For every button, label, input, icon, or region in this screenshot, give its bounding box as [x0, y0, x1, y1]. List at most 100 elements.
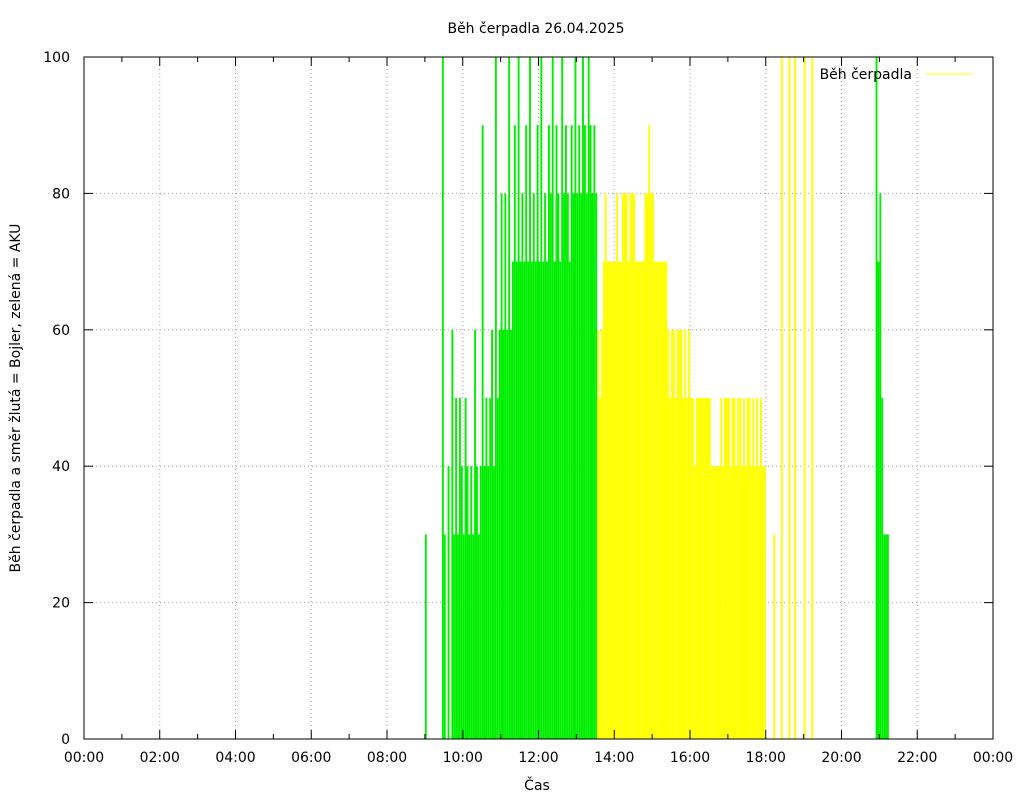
bar-green	[519, 261, 522, 739]
bar-green	[477, 534, 480, 739]
bar-yellow	[606, 261, 609, 739]
bar-yellow	[760, 398, 762, 739]
y-axis-label: Běh čerpadla a směr žlutá = Bojler, zele…	[8, 224, 24, 573]
axis-ticks	[83, 56, 994, 740]
bar-yellow	[665, 261, 668, 739]
bar-green	[530, 261, 533, 739]
bar-green	[483, 466, 486, 739]
bar-yellow	[610, 261, 613, 739]
bar-yellow	[729, 466, 732, 739]
bar-green	[574, 57, 577, 739]
bar-yellow	[623, 193, 626, 739]
bar-yellow	[625, 193, 628, 739]
bar-green	[523, 261, 526, 739]
bar-green	[424, 534, 427, 739]
bar-green	[515, 261, 518, 739]
bar-green	[563, 193, 566, 739]
bar-green	[576, 193, 579, 739]
bar-green	[441, 57, 444, 739]
bar-yellow	[724, 398, 726, 739]
bar-green	[582, 57, 584, 739]
x-tick-label: 02:00	[140, 750, 180, 766]
bar-green	[457, 534, 459, 739]
bar-green	[451, 329, 454, 739]
bar-yellow	[714, 466, 717, 739]
bar-yellow	[725, 398, 728, 739]
bar-yellow	[748, 398, 751, 739]
bar-yellow	[638, 261, 641, 739]
bar-yellow	[756, 398, 759, 739]
bar-yellow	[695, 398, 698, 739]
bar-green	[470, 466, 473, 739]
bar-green	[460, 466, 463, 739]
bar-green	[593, 125, 596, 739]
bar-yellow	[701, 398, 704, 739]
bar-green	[513, 125, 516, 739]
x-tick-label: 08:00	[367, 750, 407, 766]
bar-green	[496, 398, 499, 739]
chart-title: Běh čerpadla 26.04.2025	[447, 21, 624, 37]
bar-yellow	[708, 398, 711, 739]
bar-green	[508, 57, 511, 739]
bar-green	[886, 534, 889, 739]
bar-yellow	[659, 261, 662, 739]
bar-green	[536, 125, 539, 739]
bar-green	[502, 329, 505, 739]
bar-green	[572, 193, 575, 739]
bar-yellow	[608, 261, 611, 739]
y-tick-label: 80	[52, 186, 70, 202]
bar-green	[883, 534, 886, 739]
bar-yellow	[661, 261, 664, 739]
bar-yellow	[737, 398, 740, 739]
bar-yellow	[612, 261, 615, 739]
bar-yellow	[733, 398, 736, 739]
bar-yellow	[716, 466, 719, 739]
bar-green	[591, 193, 594, 739]
bar-yellow	[644, 193, 647, 739]
bar-yellow	[669, 398, 672, 739]
x-tick-label: 22:00	[897, 750, 937, 766]
bar-yellow	[699, 398, 702, 739]
bar-yellow	[640, 261, 643, 739]
bar-green	[491, 329, 494, 739]
bar-yellow	[684, 329, 687, 739]
bar-green	[462, 534, 465, 739]
bar-yellow	[682, 398, 685, 739]
bar-green	[578, 125, 581, 739]
bar-green	[595, 193, 598, 739]
bar-green	[510, 329, 512, 739]
y-tick-label: 100	[43, 50, 70, 66]
bar-yellow	[697, 398, 700, 739]
bar-yellow	[688, 329, 690, 739]
bar-green	[555, 125, 558, 739]
bar-yellow	[614, 261, 617, 739]
bar-yellow	[678, 329, 681, 739]
bar-yellow	[720, 398, 723, 739]
bar-green	[549, 193, 552, 739]
bar-yellow	[646, 193, 649, 739]
bar-green	[540, 57, 543, 739]
bar-green	[875, 57, 878, 739]
bar-green	[532, 193, 535, 739]
bar-green	[479, 466, 482, 739]
bar-yellow	[599, 398, 601, 739]
legend-label: Běh čerpadla	[820, 67, 912, 83]
bar-yellow	[803, 57, 806, 739]
series-green-bars	[424, 57, 889, 739]
bar-green	[498, 329, 501, 739]
bar-yellow	[741, 466, 744, 739]
bar-green	[455, 398, 458, 739]
bar-green	[566, 193, 569, 739]
bar-green	[538, 261, 541, 739]
bar-yellow	[731, 398, 734, 739]
bar-yellow	[691, 398, 694, 739]
bar-green	[587, 57, 590, 739]
bar-green	[443, 534, 446, 739]
bar-green	[561, 57, 564, 739]
bar-yellow	[618, 261, 620, 739]
bar-yellow	[597, 329, 600, 739]
bar-green	[511, 261, 514, 739]
y-tick-label: 0	[61, 732, 70, 748]
x-tick-labels: 00:00 02:00 04:00 06:00 08:00 10:00 12:00 14:00…	[64, 750, 1013, 766]
bar-green	[472, 534, 475, 739]
